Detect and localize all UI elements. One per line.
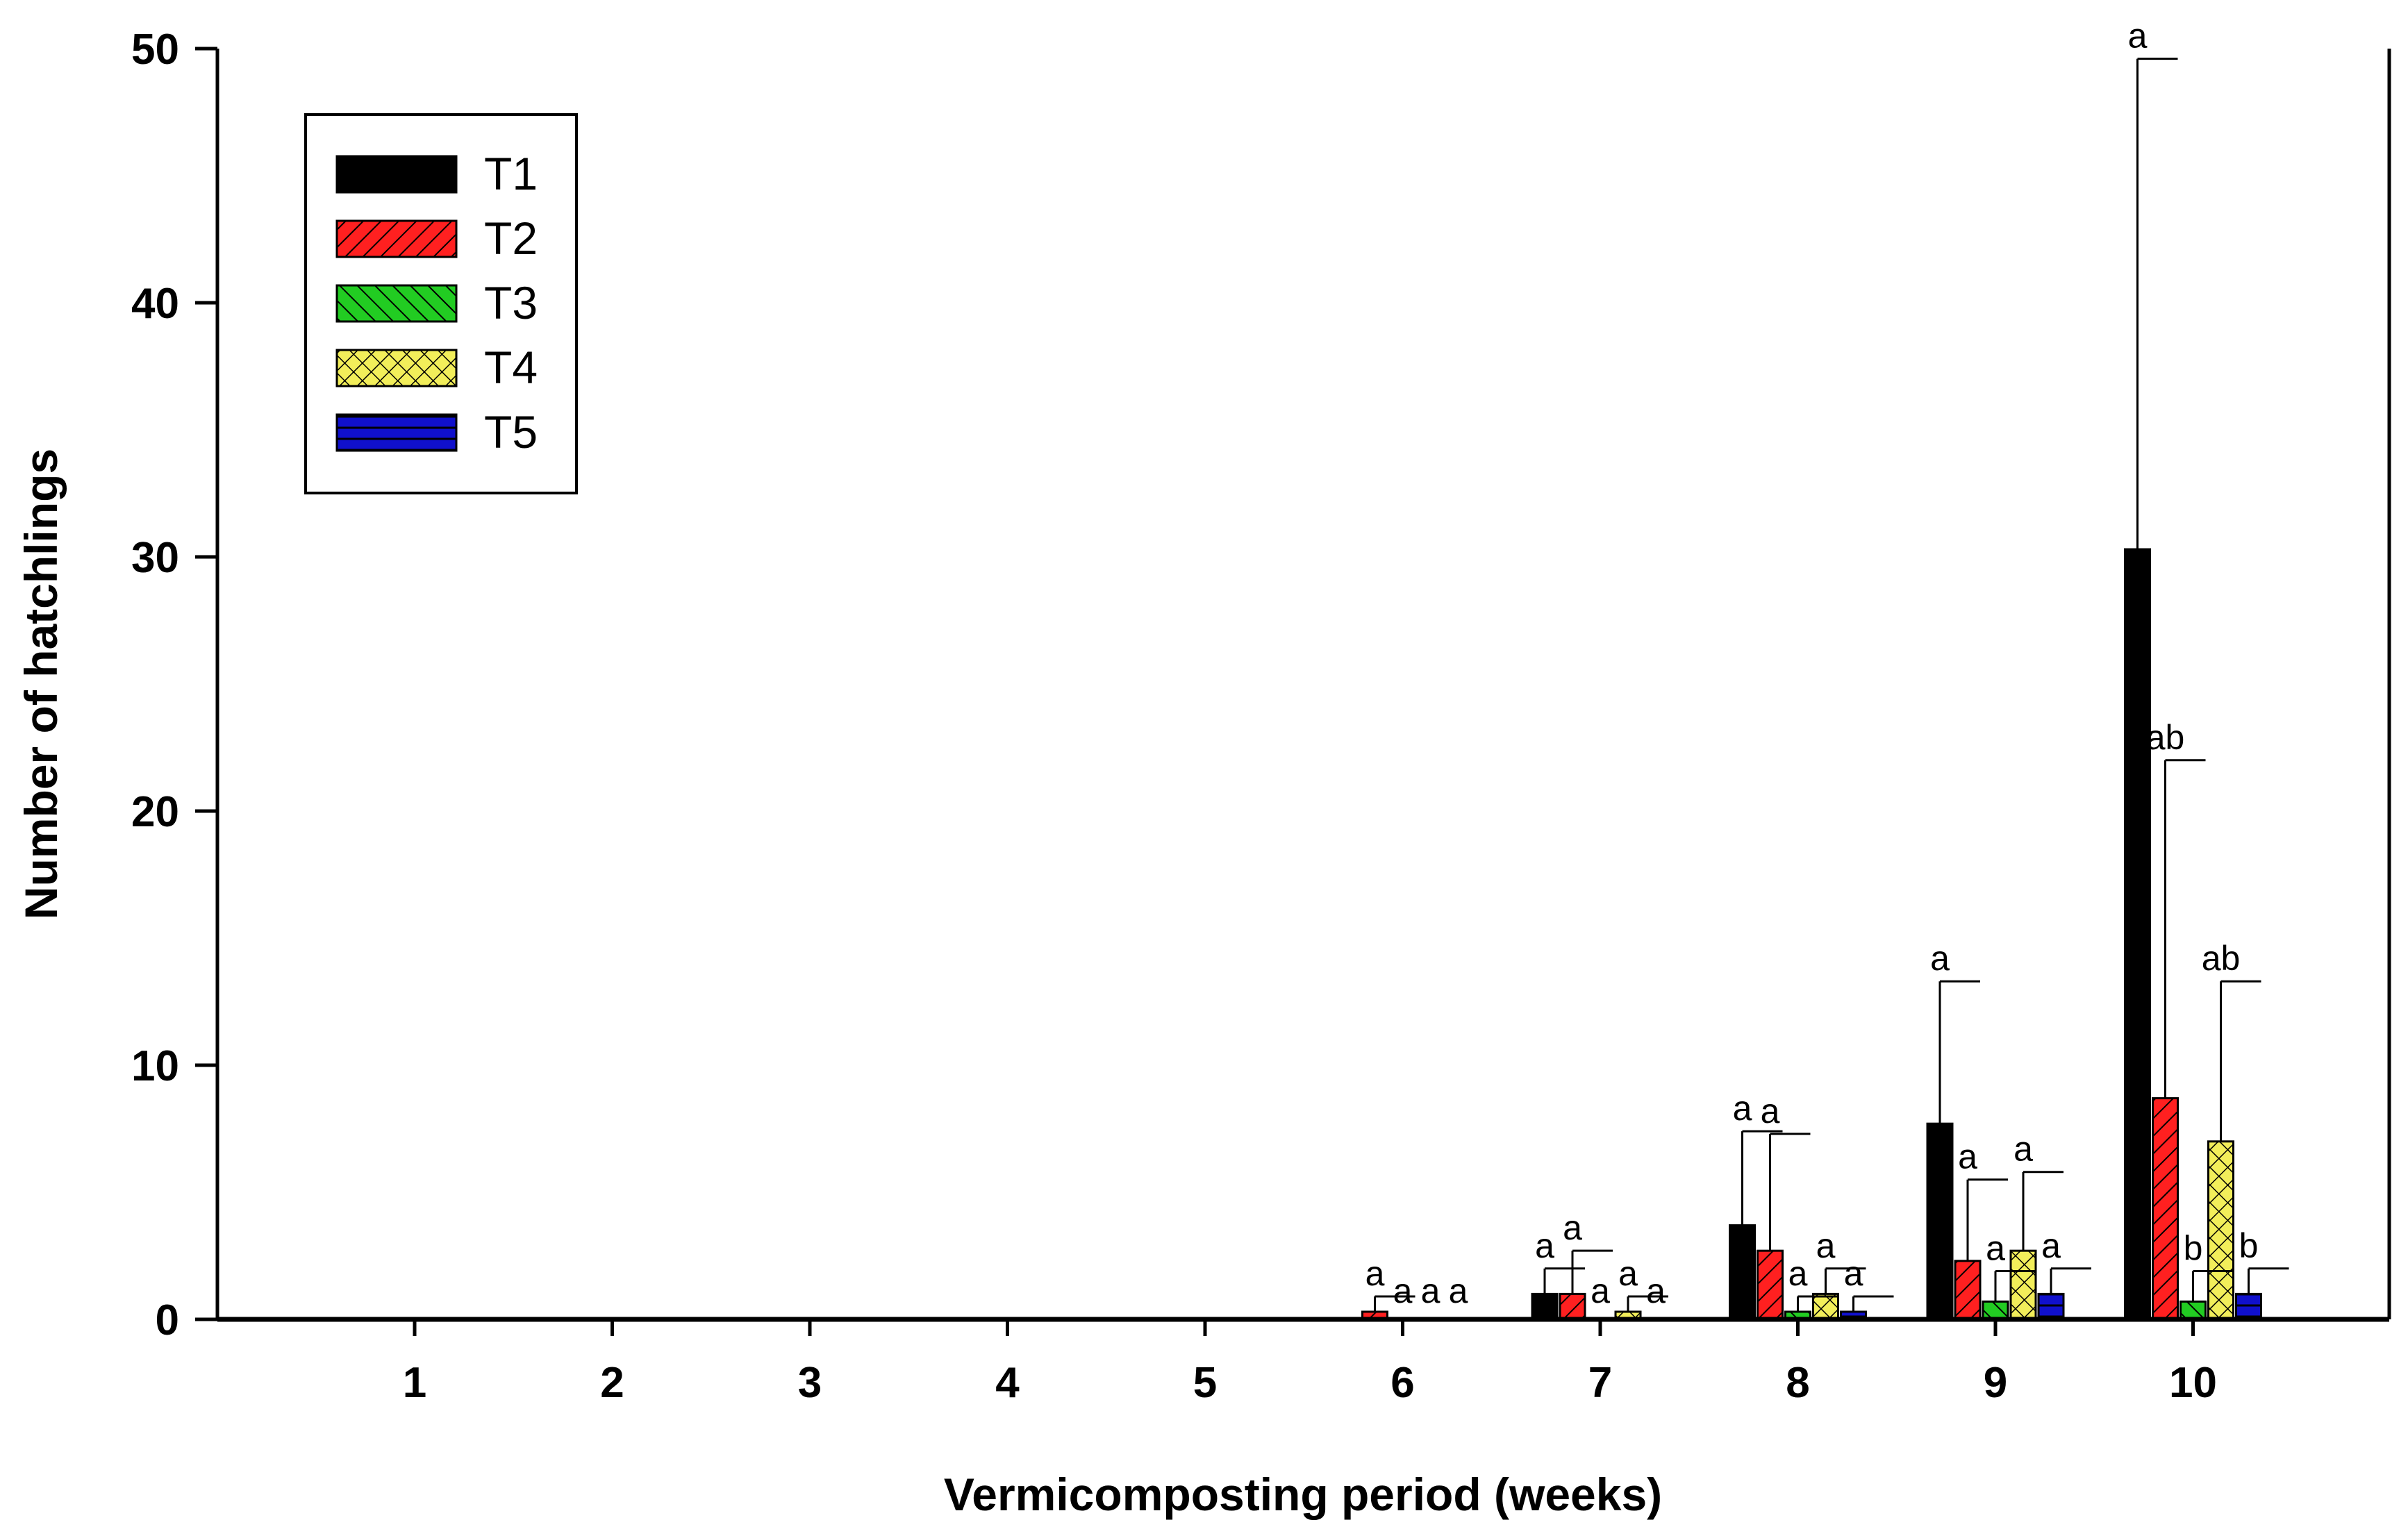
x-tick-label-1: 1 xyxy=(403,1359,426,1407)
sig-letter-t4-week-7: a xyxy=(1618,1254,1638,1293)
x-ticks: 1 2 3 4 5 6 7 8 9 10 xyxy=(403,1319,2217,1407)
bar-t4-week-8 xyxy=(1812,1292,1839,1321)
legend-label-t2: T2 xyxy=(484,212,538,264)
x-axis-title: Vermicomposting period (weeks) xyxy=(944,1469,1662,1520)
sig-letter-t1-week-7: a xyxy=(1535,1226,1554,1265)
x-tick-label-3: 3 xyxy=(798,1359,822,1407)
sig-letter-t1-week-8: a xyxy=(1733,1089,1752,1128)
sig-letter-t4-week-6: a xyxy=(1421,1271,1440,1310)
x-tick-label-6: 6 xyxy=(1390,1359,1414,1407)
legend-label-t4: T4 xyxy=(484,342,538,393)
sig-letter-t4-week-10: ab xyxy=(2202,939,2241,978)
legend-label-t3: T3 xyxy=(484,277,538,328)
sig-letter-t2-week-6: a xyxy=(1365,1254,1385,1293)
y-tick-label-40: 40 xyxy=(131,280,179,328)
bar-t5-week-9 xyxy=(2037,1292,2065,1321)
y-tick-label-10: 10 xyxy=(131,1042,179,1090)
sig-letter-t5-week-10: b xyxy=(2239,1226,2259,1265)
sig-letter-t3-week-8: a xyxy=(1788,1254,1808,1293)
legend-swatch-t5 xyxy=(335,413,458,452)
sig-letter-t5-week-9: a xyxy=(2041,1226,2061,1265)
bar-t2-week-8 xyxy=(1757,1249,1784,1321)
bar-t1-week-7 xyxy=(1531,1292,1559,1321)
x-tick-label-7: 7 xyxy=(1588,1359,1612,1407)
sig-letter-t1-week-10: a xyxy=(2128,17,2148,56)
y-tick-label-50: 50 xyxy=(131,26,179,74)
sig-letter-t2-week-8: a xyxy=(1761,1092,1780,1130)
y-ticks: 0 10 20 30 40 50 xyxy=(131,26,217,1344)
bar-t1-week-9 xyxy=(1926,1122,1954,1321)
bar-t5-week-10 xyxy=(2235,1292,2262,1321)
bar-t4-week-10 xyxy=(2207,1140,2234,1321)
y-tick-label-0: 0 xyxy=(156,1296,179,1344)
sig-letter-t3-week-6: a xyxy=(1393,1271,1413,1310)
legend-swatch-t1 xyxy=(335,155,458,194)
sig-letter-t4-week-9: a xyxy=(2013,1130,2033,1169)
sig-letter-t2-week-7: a xyxy=(1563,1208,1582,1247)
bars-layer xyxy=(1361,548,2262,1321)
x-tick-label-5: 5 xyxy=(1193,1359,1217,1407)
legend: T1 T2 T3 T4 T5 xyxy=(304,113,578,494)
sig-letter-t5-week-6: a xyxy=(1449,1271,1468,1310)
sig-letter-t2-week-9: a xyxy=(1958,1137,1977,1176)
legend-label-t1: T1 xyxy=(484,148,538,199)
bar-t3-week-9 xyxy=(1982,1300,2009,1321)
bar-t1-week-10 xyxy=(2124,548,2151,1321)
sig-letter-t1-week-9: a xyxy=(1930,939,1950,978)
y-axis-title: Number of hatchlings xyxy=(15,449,67,919)
x-tick-label-2: 2 xyxy=(600,1359,624,1407)
legend-swatch-t3 xyxy=(335,284,458,323)
axes xyxy=(215,49,2391,1322)
sig-letter-t5-week-8: a xyxy=(1844,1254,1863,1293)
x-tick-label-8: 8 xyxy=(1786,1359,1809,1407)
bar-t2-week-7 xyxy=(1559,1292,1586,1321)
sig-letter-t5-week-7: a xyxy=(1646,1271,1666,1310)
bar-t3-week-10 xyxy=(2179,1300,2207,1321)
legend-swatch-t4 xyxy=(335,349,458,387)
bar-t1-week-8 xyxy=(1729,1224,1756,1321)
legend-swatch-t2 xyxy=(335,219,458,258)
bar-t4-week-9 xyxy=(2009,1249,2037,1321)
sig-letter-t3-week-9: a xyxy=(1986,1228,2005,1267)
sig-letter-t2-week-10: ab xyxy=(2146,718,2185,757)
error-bars-layer xyxy=(1374,58,2289,1312)
x-tick-label-10: 10 xyxy=(2169,1359,2217,1407)
bar-t2-week-10 xyxy=(2152,1097,2179,1321)
y-tick-label-30: 30 xyxy=(131,534,179,582)
bar-t2-week-9 xyxy=(1954,1260,1982,1321)
y-tick-label-20: 20 xyxy=(131,788,179,836)
legend-label-t5: T5 xyxy=(484,406,538,458)
sig-letter-t3-week-7: a xyxy=(1591,1271,1610,1310)
sig-letter-t3-week-10: b xyxy=(2184,1228,2203,1267)
x-tick-label-9: 9 xyxy=(1984,1359,2007,1407)
x-tick-label-4: 4 xyxy=(995,1359,1020,1407)
sig-letter-t4-week-8: a xyxy=(1816,1226,1836,1265)
